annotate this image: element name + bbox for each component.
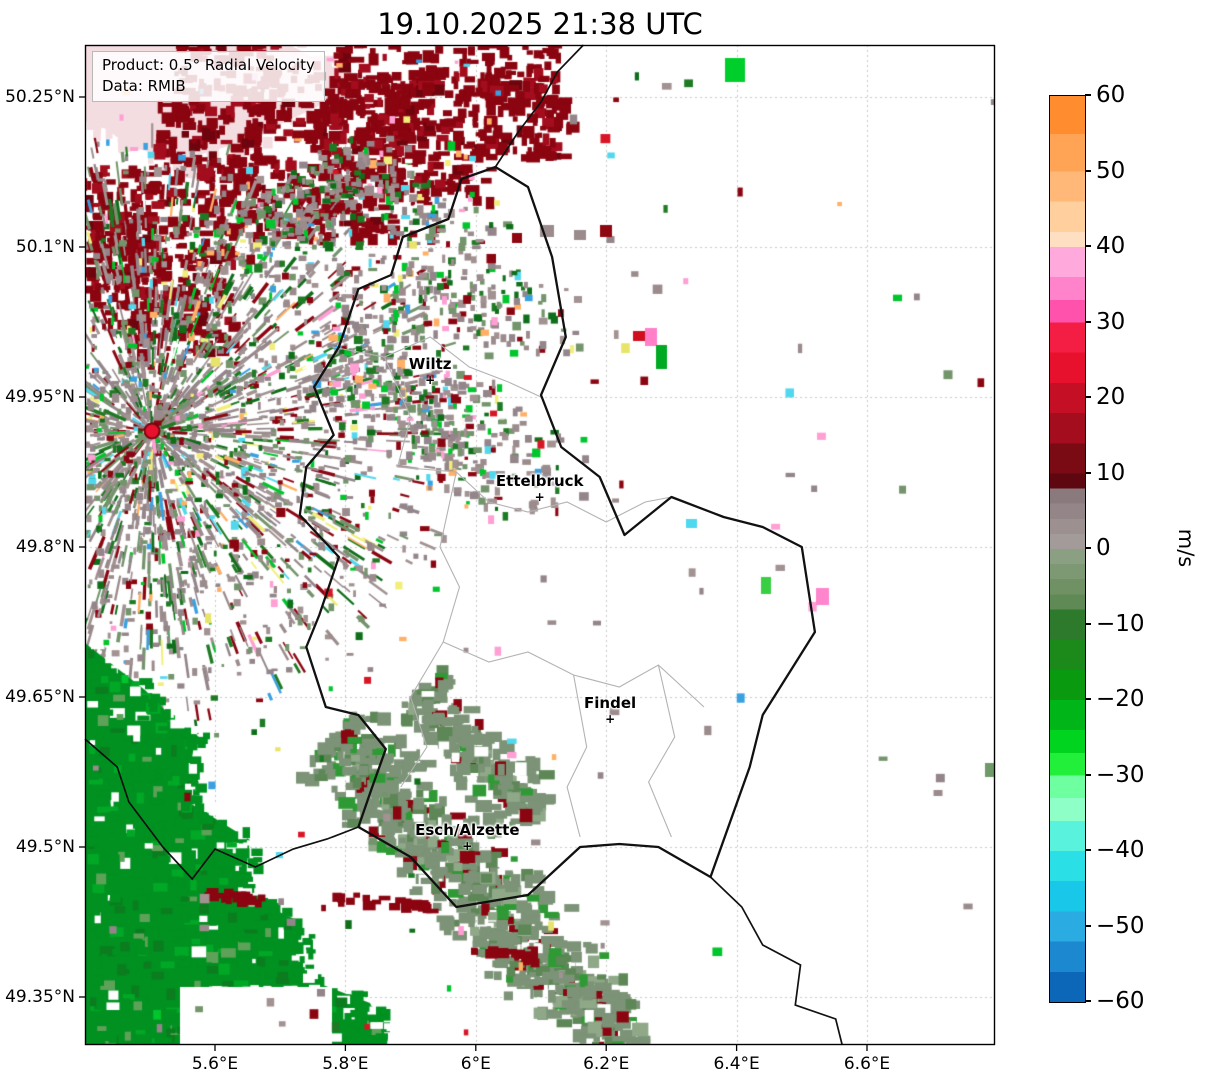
colorbar-tick-mark [1085,471,1091,474]
colorbar-tick-label: 50 [1096,157,1126,184]
radar-echo-canvas [85,45,995,1045]
colorbar-tick-label: −20 [1096,686,1145,712]
x-tick-label: 5.6°E [191,1054,239,1074]
colorbar-tick-label: 0 [1096,535,1111,561]
country-border [494,44,585,168]
luxembourg-border [298,165,817,909]
x-tick-label: 6.4°E [713,1054,760,1074]
colorbar-tick-label: 60 [1096,82,1126,108]
city-label: Esch/Alzette [415,821,520,839]
colorbar-tick-mark [1085,924,1091,927]
colorbar-tick-mark [1085,547,1091,549]
colorbar-tick-label: 20 [1096,384,1126,410]
x-tick-label: 6.2°E [583,1054,630,1074]
country-border [709,876,844,1046]
figure-title: 19.10.2025 21:38 UTC [377,7,703,41]
product-label: Product: 0.5° Radial Velocity [102,56,315,74]
colorbar-tick-label: −60 [1096,988,1145,1014]
colorbar-tick-label: −40 [1096,837,1145,863]
city-marker: + [605,712,616,726]
colorbar-tick-mark [1085,245,1091,247]
district-border [647,664,676,838]
x-tick-label: 6°E [460,1054,491,1074]
y-tick-label: 49.35°N [5,987,75,1007]
district-border [332,336,542,398]
colorbar-tick-label: 10 [1096,459,1126,486]
city-label: Wiltz [408,355,452,373]
y-tick-label: 49.5°N [15,837,75,857]
y-tick-label: 49.8°N [15,537,75,557]
city-marker: + [462,839,473,853]
district-border [383,356,457,473]
city-label: Ettelbruck [495,472,584,490]
city-label: Findel [584,694,637,712]
city-marker: + [425,373,436,387]
colorbar-tick-mark [1085,94,1091,96]
colorbar [1049,95,1086,1003]
colorbar-tick-mark [1085,773,1091,776]
colorbar-tick-mark [1085,849,1091,851]
y-tick-label: 50.1°N [15,237,75,257]
map-plot-area: Product: 0.5° Radial Velocity Data: RMIB [79,44,996,1051]
colorbar-tick-mark [1085,169,1091,172]
product-info-box: Product: 0.5° Radial Velocity Data: RMIB [92,51,325,102]
colorbar-tick-label: −10 [1096,610,1145,637]
district-border [439,471,461,643]
colorbar-tick-mark [1085,698,1091,700]
data-source-label: Data: RMIB [102,77,186,95]
map-border-overlay [79,44,996,1051]
x-tick-label: 5.8°E [322,1054,369,1074]
district-border [442,641,705,708]
district-border [455,471,672,523]
colorbar-tick-label: 30 [1096,308,1126,335]
colorbar-unit-label: m/s [1174,528,1198,568]
x-tick-label: 6.6°E [843,1054,891,1074]
y-tick-label: 49.95°N [5,387,75,407]
district-border [566,674,588,838]
district-border [400,641,444,788]
colorbar-tick-label: −30 [1096,761,1145,788]
colorbar-tick-mark [1085,320,1091,323]
colorbar-tick-mark [1085,622,1091,625]
y-tick-label: 50.25°N [5,87,75,107]
y-tick-label: 49.65°N [5,687,75,707]
city-marker: + [534,490,545,504]
colorbar-tick-label: 40 [1096,233,1126,259]
colorbar-tick-mark [1085,1000,1091,1002]
country-border [84,738,359,881]
colorbar-tick-mark [1085,396,1091,398]
colorbar-tick-label: −50 [1096,912,1145,939]
plot-frame [84,44,996,1046]
